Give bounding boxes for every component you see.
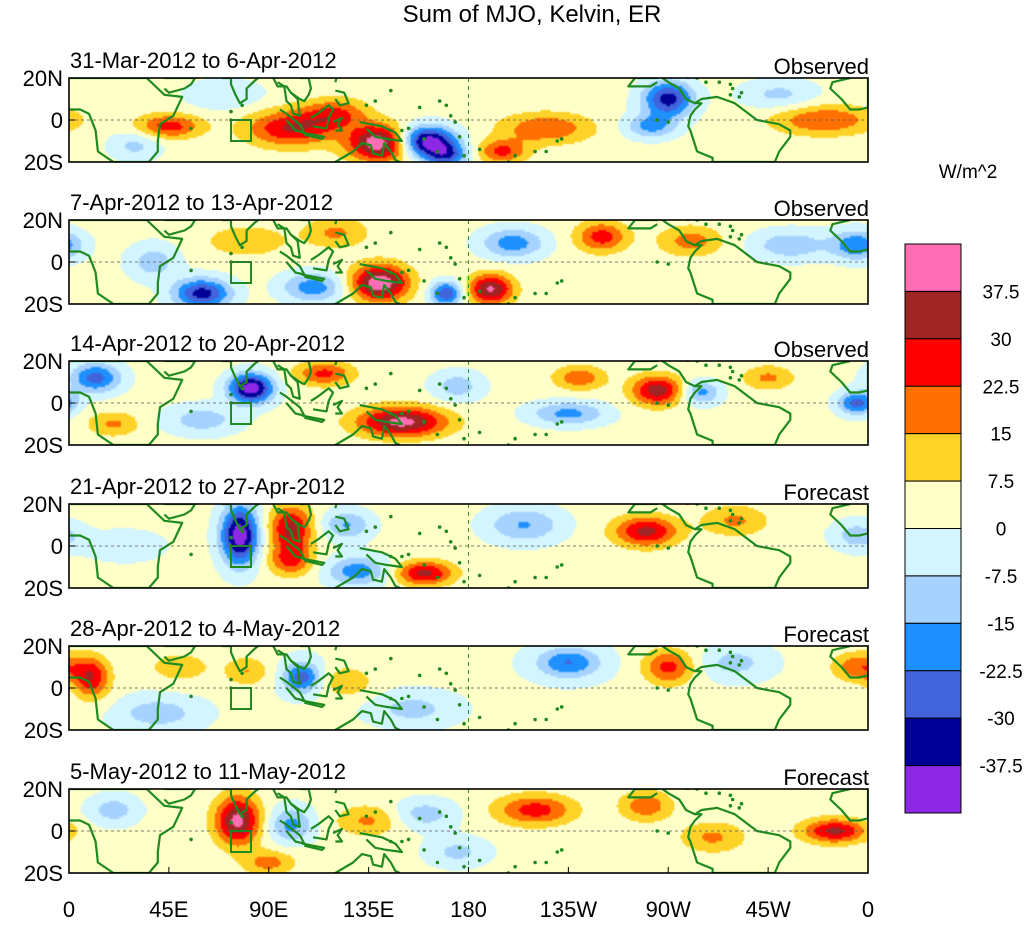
colorbar-swatch bbox=[904, 338, 962, 387]
x-axis: 0 45E 90E 135E 180 135W 90W 45W 0 bbox=[63, 867, 874, 922]
y-tick-label: 20N bbox=[23, 208, 63, 233]
colorbar-label: 7.5 bbox=[988, 472, 1014, 493]
panel-2: 20N 0 20S 7-Apr-2012 to 13-Apr-2012 Observed bbox=[23, 190, 869, 317]
y-tick-label: 20N bbox=[23, 777, 63, 802]
colorbar-units: W/m^2 bbox=[939, 162, 998, 183]
panel-tag: Forecast bbox=[783, 765, 869, 790]
region-box bbox=[230, 119, 252, 142]
colorbar-swatch bbox=[904, 622, 962, 672]
panel-3: 20N 0 20S 14-Apr-2012 to 20-Apr-2012 Observe… bbox=[23, 331, 869, 458]
y-tick-label: 20S bbox=[24, 433, 63, 458]
chart-title: Sum of MJO, Kelvin, ER bbox=[403, 1, 662, 28]
colorbar-swatch bbox=[904, 433, 962, 482]
y-tick-label: 0 bbox=[51, 676, 63, 701]
y-tick-label: 20S bbox=[24, 861, 63, 886]
panel-date-range: 14-Apr-2012 to 20-Apr-2012 bbox=[70, 331, 345, 356]
x-tick-label: 135E bbox=[343, 897, 394, 921]
coastlines bbox=[69, 78, 868, 162]
colorbar-swatch bbox=[904, 765, 962, 814]
y-tick-label: 20S bbox=[24, 718, 63, 743]
panel-5: 20N 0 20S 28-Apr-2012 to 4-May-2012 Forecast bbox=[23, 616, 869, 743]
y-tick-label: 0 bbox=[51, 534, 63, 559]
colorbar-label: -15 bbox=[987, 614, 1014, 635]
x-tick-label: 45W bbox=[746, 897, 791, 921]
panel-tag: Observed bbox=[774, 337, 869, 362]
y-tick-label: 20S bbox=[24, 292, 63, 317]
colorbar-label: 30 bbox=[990, 330, 1011, 351]
colorbar-swatch bbox=[904, 575, 962, 624]
colorbar-swatch bbox=[904, 385, 962, 435]
panel-tag: Forecast bbox=[783, 622, 869, 647]
colorbar-label: 37.5 bbox=[983, 282, 1020, 303]
panel-date-range: 5-May-2012 to 11-May-2012 bbox=[70, 759, 346, 784]
y-tick-label: 20S bbox=[24, 150, 63, 175]
panel-date-range: 31-Mar-2012 to 6-Apr-2012 bbox=[70, 48, 337, 73]
region-box bbox=[230, 261, 252, 284]
y-tick-label: 0 bbox=[51, 819, 63, 844]
y-tick-label: 0 bbox=[51, 391, 63, 416]
panel-tag: Forecast bbox=[783, 480, 869, 505]
panel-date-range: 28-Apr-2012 to 4-May-2012 bbox=[70, 616, 340, 641]
coastlines bbox=[69, 220, 868, 304]
colorbar-label: -7.5 bbox=[985, 567, 1018, 588]
coastlines bbox=[69, 504, 868, 588]
x-tick-label: 90W bbox=[646, 897, 691, 921]
coastlines bbox=[69, 789, 868, 873]
colorbar-label: -30 bbox=[987, 709, 1014, 730]
x-tick-label: 135W bbox=[540, 897, 598, 921]
panels-group: 20N 0 20S 31-Mar-2012 to 6-Apr-2012 Observed… bbox=[23, 48, 869, 886]
colorbar-swatch bbox=[904, 290, 962, 340]
x-tick-label: 90E bbox=[249, 897, 288, 921]
coastlines bbox=[69, 646, 868, 730]
x-tick-label: 180 bbox=[450, 897, 487, 921]
y-tick-label: 20N bbox=[23, 349, 63, 374]
x-tick-label: 0 bbox=[862, 897, 874, 921]
region-box bbox=[230, 545, 252, 568]
y-tick-label: 20N bbox=[23, 634, 63, 659]
x-tick-label: 0 bbox=[63, 897, 75, 921]
panel-4: 20N 0 20S 21-Apr-2012 to 27-Apr-2012 Forecas… bbox=[23, 474, 869, 601]
panel-tag: Observed bbox=[774, 54, 869, 79]
colorbar-swatch bbox=[904, 480, 962, 530]
panel-tag: Observed bbox=[774, 196, 869, 221]
region-box bbox=[230, 402, 252, 425]
colorbar-label: 0 bbox=[996, 520, 1007, 541]
y-tick-label: 20N bbox=[23, 66, 63, 91]
y-tick-label: 20S bbox=[24, 576, 63, 601]
colorbar-swatch bbox=[904, 717, 962, 767]
coastlines bbox=[69, 361, 868, 445]
colorbar-swatch bbox=[904, 670, 962, 719]
colorbar-label: -22.5 bbox=[979, 662, 1022, 683]
panel-6: 20N 0 20S 5-May-2012 to 11-May-2012 Forecast bbox=[23, 759, 869, 886]
panel-date-range: 21-Apr-2012 to 27-Apr-2012 bbox=[70, 474, 345, 499]
region-box bbox=[230, 830, 252, 853]
colorbar-label: -37.5 bbox=[979, 757, 1022, 778]
colorbar-label: 15 bbox=[990, 425, 1011, 446]
colorbar-label: 22.5 bbox=[983, 377, 1020, 398]
panel-date-range: 7-Apr-2012 to 13-Apr-2012 bbox=[70, 190, 333, 215]
region-box bbox=[230, 687, 252, 710]
x-tick-label: 45E bbox=[149, 897, 188, 921]
colorbar: W/m^2 37.5 30 22.5 15 7.5 0 -7.5 -15 -22.5 -30 -37… bbox=[904, 162, 1023, 814]
y-tick-label: 0 bbox=[51, 108, 63, 133]
y-tick-label: 20N bbox=[23, 492, 63, 517]
colorbar-swatch bbox=[904, 528, 962, 577]
colorbar-swatch bbox=[904, 243, 962, 292]
y-tick-label: 0 bbox=[51, 250, 63, 275]
panel-1: 20N 0 20S 31-Mar-2012 to 6-Apr-2012 Observed bbox=[23, 48, 869, 175]
